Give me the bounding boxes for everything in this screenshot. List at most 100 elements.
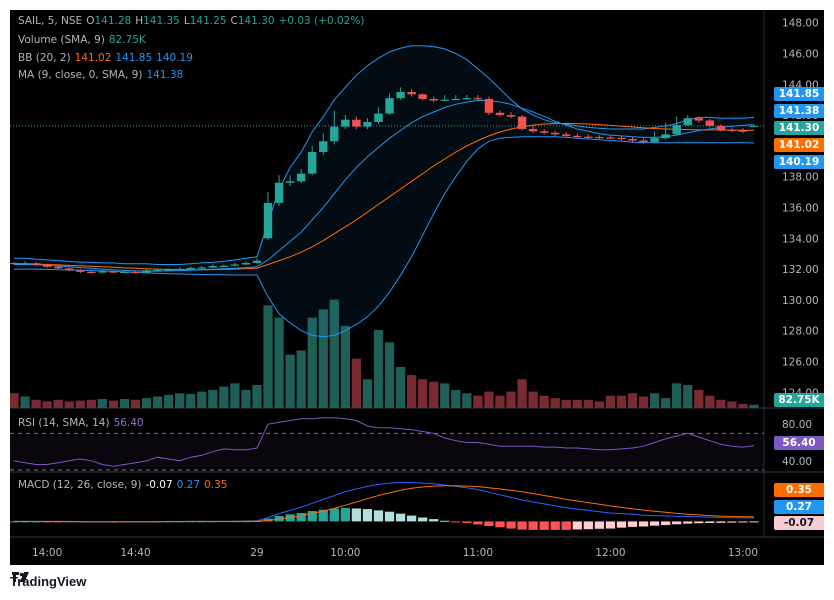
macd-hist-bar [340, 507, 350, 522]
volume-bar [263, 305, 273, 408]
macd-hist-bar [318, 509, 328, 522]
volume-bar [616, 395, 627, 408]
legend-change: +0.03 (+0.02%) [278, 15, 365, 27]
candle-body [308, 152, 317, 174]
volume-bar [31, 399, 41, 408]
macd-signal-line [14, 485, 755, 523]
candle-body [87, 271, 96, 274]
macd-hist-bar [528, 521, 538, 530]
candle-body [562, 134, 571, 136]
bb-basis-line [14, 122, 754, 271]
volume-bar [572, 399, 582, 408]
candle-body [639, 140, 648, 143]
candle-body [495, 112, 505, 116]
volume-bar [661, 398, 671, 408]
candle-body [186, 267, 195, 270]
candle-body [462, 98, 472, 100]
volume-bar [351, 358, 362, 408]
bb-legend[interactable]: BB (20, 2) 141.02 141.85 140.19 [18, 52, 197, 65]
time-tick-label: 10:00 [330, 547, 360, 559]
price-tick-label: 148.00 [782, 18, 819, 30]
candle-body [539, 131, 549, 133]
macd-hist-bar [616, 521, 627, 528]
macd-hist-bar [594, 521, 605, 529]
rsi-tick-label: 80.00 [782, 419, 812, 431]
bb-upper-price-tag: 141.85 [774, 87, 824, 101]
candle-body [341, 119, 350, 127]
rsi-legend-value: 56.40 [113, 417, 144, 429]
candle-body [683, 118, 692, 126]
ma-legend[interactable]: MA (9, close, 0, SMA, 9) 141.38 [18, 69, 187, 82]
time-tick-label: 29 [250, 547, 263, 559]
macd-signal-price-tag: 0.35 [774, 483, 824, 497]
macd-hist-bar [384, 511, 395, 522]
candle-body [716, 125, 726, 130]
candle-body [727, 129, 737, 131]
volume-legend[interactable]: Volume (SMA, 9) 82.75K [18, 34, 150, 47]
price-tick-label: 130.00 [782, 295, 819, 307]
candle-body [738, 130, 748, 132]
macd-hist-bar [429, 519, 439, 522]
volume-bar [749, 404, 759, 408]
price-tick-label: 134.00 [782, 233, 819, 245]
volume-bar [340, 325, 350, 408]
macd-legend[interactable]: MACD (12, 26, close, 9) -0.07 0.27 0.35 [18, 479, 231, 492]
ma-legend-value: 141.38 [146, 69, 184, 81]
ma-line [14, 100, 755, 272]
macd-hist-bar [683, 521, 693, 524]
ma-price-tag: 141.38 [774, 104, 824, 118]
time-tick-label: 14:40 [120, 547, 150, 559]
time-tick-label: 12:00 [595, 547, 625, 559]
price-tick-label: 126.00 [782, 357, 819, 369]
volume-bar [252, 385, 262, 408]
chart-canvas[interactable]: 148.00146.00144.00142.00140.00138.00136.… [10, 10, 824, 565]
macd-hist-bar [296, 512, 306, 522]
volume-bar [506, 391, 516, 408]
legend-open-label: O [86, 15, 95, 27]
candle-body [274, 182, 284, 203]
volume-bar [406, 375, 417, 408]
volume-bar [285, 354, 295, 408]
macd-hist-bar [694, 521, 704, 524]
volume-bar [672, 383, 682, 408]
candle-body [65, 268, 74, 271]
macd-hist-bar [462, 521, 472, 523]
ma-legend-label: MA (9, close, 0, SMA, 9) [18, 69, 143, 81]
candle-body [396, 92, 405, 99]
volume-bar [64, 401, 74, 408]
candle-body [241, 262, 251, 265]
volume-bar [384, 342, 395, 408]
candle-body [650, 138, 659, 143]
volume-bar [307, 317, 317, 408]
candle-body [573, 135, 582, 138]
volume-bar [418, 379, 428, 408]
candle-body [53, 266, 63, 269]
macd-line-price-tag: 0.27 [774, 500, 824, 514]
macd-hist-bar [506, 521, 516, 529]
macd-hist-bar [473, 521, 483, 525]
candle-body [263, 202, 273, 239]
rsi-line [13, 417, 755, 467]
rsi-legend[interactable]: RSI (14, SMA, 14) 56.40 [18, 417, 148, 430]
candle-body [98, 271, 107, 273]
macd-hist-bar [638, 521, 649, 527]
macd-hist-bar [561, 521, 571, 530]
volume-bar [362, 379, 373, 408]
volume-bar [561, 399, 571, 408]
macd-hist-bar [572, 521, 582, 530]
volume-bar [108, 400, 119, 408]
candle-body [385, 98, 394, 114]
legend-low: 141.25 [189, 15, 227, 27]
candle-body [131, 271, 140, 274]
candle-body [164, 269, 173, 271]
volume-bar [197, 391, 207, 408]
volume-bar [219, 386, 229, 408]
chart-frame[interactable]: 148.00146.00144.00142.00140.00138.00136.… [10, 10, 824, 565]
volume-bar [694, 389, 704, 408]
candle-body [451, 98, 460, 101]
volume-bar [473, 395, 483, 408]
volume-bar [86, 399, 96, 408]
bb-legend-basis: 141.02 [74, 52, 112, 64]
candle-body [175, 268, 184, 270]
candle-body [363, 122, 372, 127]
